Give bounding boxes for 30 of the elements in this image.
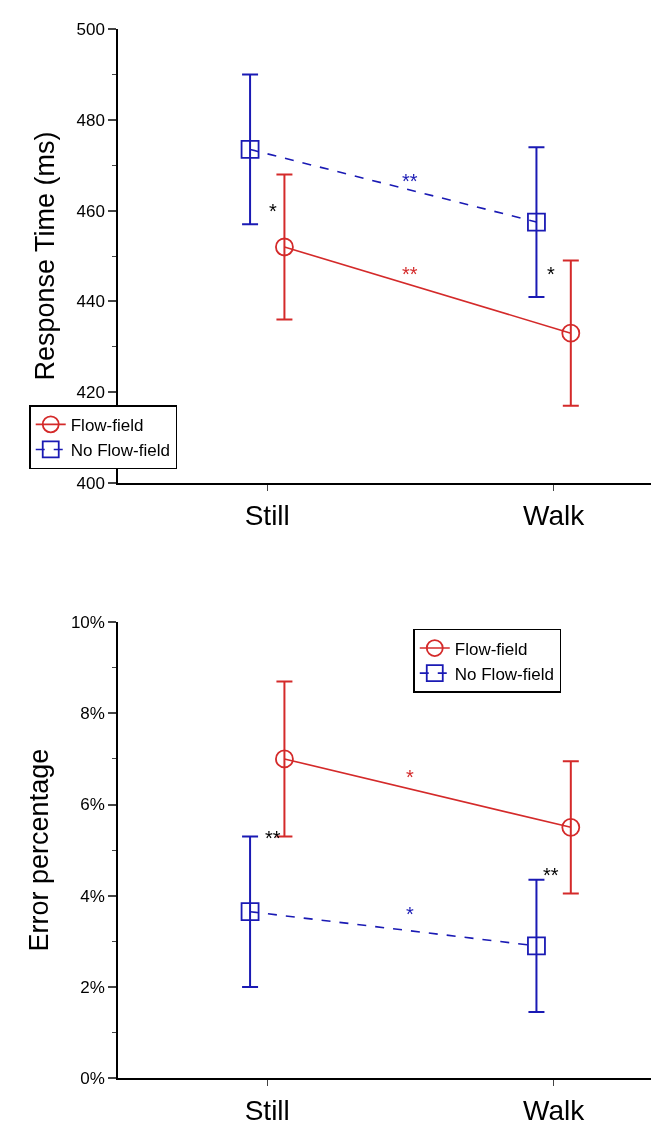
legend-label: No Flow-field <box>70 441 170 461</box>
y-axis-title: Response Time (ms) <box>30 131 61 381</box>
x-tick-label: Walk <box>523 1094 586 1126</box>
annotation: ** <box>265 827 281 849</box>
x-tick-label: Still <box>244 499 290 531</box>
annotation: * <box>547 263 555 285</box>
x-tick-label: Still <box>244 1094 290 1126</box>
y-tick-label: 8% <box>80 704 105 724</box>
legend-label: No Flow-field <box>454 664 554 684</box>
y-tick-label: 0% <box>80 1069 105 1089</box>
annotation: * <box>406 903 414 925</box>
y-tick-label: 10% <box>70 613 105 633</box>
y-tick-label: 6% <box>80 795 105 815</box>
y-tick-label: 420 <box>76 383 105 403</box>
y-tick-label: 4% <box>80 886 105 906</box>
legend-label: Flow-field <box>70 415 144 435</box>
x-tick-label: Walk <box>523 499 586 531</box>
annotation: ** <box>402 263 418 285</box>
y-tick-label: 400 <box>76 473 105 493</box>
y-axis-title: Error percentage <box>24 748 55 952</box>
y-tick-label: 440 <box>76 292 105 312</box>
annotation: ** <box>402 170 418 192</box>
annotation: * <box>406 766 414 788</box>
y-tick-label: 480 <box>76 110 105 130</box>
y-tick-label: 2% <box>80 977 105 997</box>
y-tick-label: 460 <box>76 201 105 221</box>
annotation: * <box>269 200 277 222</box>
annotation: ** <box>543 864 559 886</box>
legend-label: Flow-field <box>454 639 528 659</box>
y-tick-label: 500 <box>76 20 105 40</box>
